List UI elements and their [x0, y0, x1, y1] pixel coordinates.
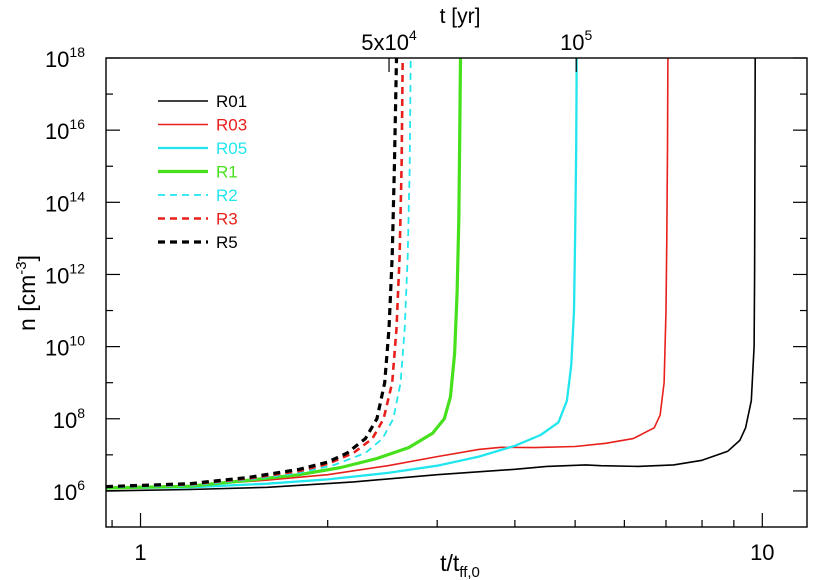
y-axis-title-end: ] — [14, 255, 40, 261]
series-line-r01 — [106, 58, 756, 492]
y-tick-label-base: 10 — [45, 336, 69, 361]
series-line-r3 — [106, 58, 404, 488]
top-axis-title: t [yr] — [440, 5, 481, 28]
y-tick-label-18: 1018 — [45, 44, 85, 72]
x-axis-title: t/tff,0 — [440, 550, 480, 580]
y-tick-label-exp: 16 — [69, 116, 85, 132]
series-line-r03 — [106, 58, 669, 489]
legend-label-r3: R3 — [216, 210, 238, 229]
ticks-layer — [106, 57, 807, 527]
y-tick-label-10: 1010 — [45, 333, 85, 361]
y-tick-label-base: 10 — [53, 480, 77, 505]
y-tick-label-exp: 18 — [69, 44, 85, 60]
top-tick-label-base: 10 — [560, 30, 584, 55]
y-tick-label-16: 1016 — [45, 116, 85, 144]
y-axis-title-main: n [cm — [14, 275, 40, 331]
top-tick-label-4: 5x104 — [361, 27, 417, 55]
legend-label-r03: R03 — [216, 116, 247, 135]
legend: R01 R03 R05 R1 R2 R3 R5 — [158, 92, 247, 252]
y-tick-label-base: 10 — [45, 263, 69, 288]
y-tick-label-base: 10 — [53, 408, 77, 433]
legend-label-r1: R1 — [216, 163, 238, 182]
y-tick-label-base: 10 — [45, 119, 69, 144]
series-line-r5 — [106, 58, 399, 489]
y-axis-title-sup: -3 — [13, 261, 30, 274]
y-tick-label-6: 106 — [53, 477, 85, 505]
y-axis-title: n [cm-3] — [13, 255, 40, 331]
y-tick-label-exp: 6 — [77, 477, 85, 493]
x-axis-title-sub: ff,0 — [459, 564, 480, 580]
y-tick-label-14: 1014 — [45, 188, 85, 216]
y-tick-label-exp: 12 — [69, 260, 85, 276]
top-tick-label-base: 5x10 — [361, 30, 409, 55]
x-tick-label-10: 10 — [750, 540, 774, 565]
series-line-r2 — [106, 58, 412, 489]
series-layer — [106, 58, 756, 492]
y-tick-label-base: 10 — [45, 47, 69, 72]
x-axis-title-main: t/t — [440, 550, 460, 576]
plot-frame — [105, 57, 808, 528]
legend-label-r2: R2 — [216, 186, 238, 205]
legend-label-r01: R01 — [216, 92, 247, 111]
y-tick-label-exp: 10 — [69, 333, 85, 349]
series-line-r05 — [106, 58, 578, 490]
y-tick-label-8: 108 — [53, 405, 85, 433]
legend-label-r05: R05 — [216, 139, 247, 158]
y-tick-label-exp: 14 — [69, 188, 85, 204]
top-tick-label-5: 105 — [560, 27, 592, 55]
y-tick-label-12: 1012 — [45, 260, 85, 288]
legend-label-r5: R5 — [216, 233, 238, 252]
series-line-r1 — [106, 58, 463, 490]
y-tick-label-base: 10 — [45, 191, 69, 216]
top-tick-label-exp: 5 — [585, 27, 593, 43]
top-tick-label-exp: 4 — [409, 27, 417, 43]
y-tick-label-exp: 8 — [77, 405, 85, 421]
x-tick-label-1: 1 — [134, 540, 146, 565]
